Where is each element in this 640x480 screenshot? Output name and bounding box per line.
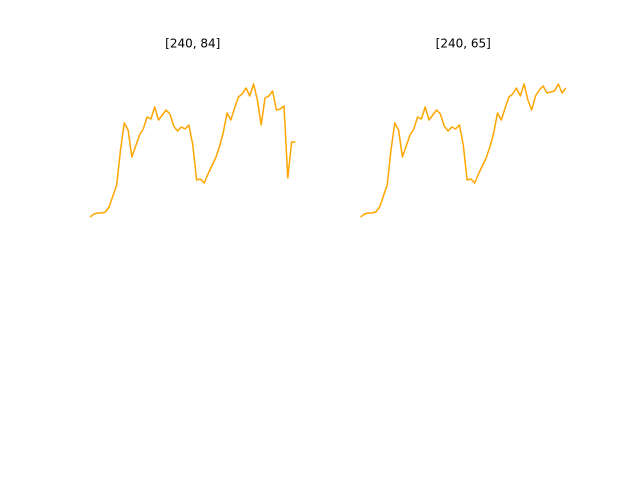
chart-title: [240, 65] (436, 37, 491, 51)
chart-title: [240, 84] (165, 37, 220, 51)
line (89, 83, 296, 218)
line (360, 83, 567, 218)
